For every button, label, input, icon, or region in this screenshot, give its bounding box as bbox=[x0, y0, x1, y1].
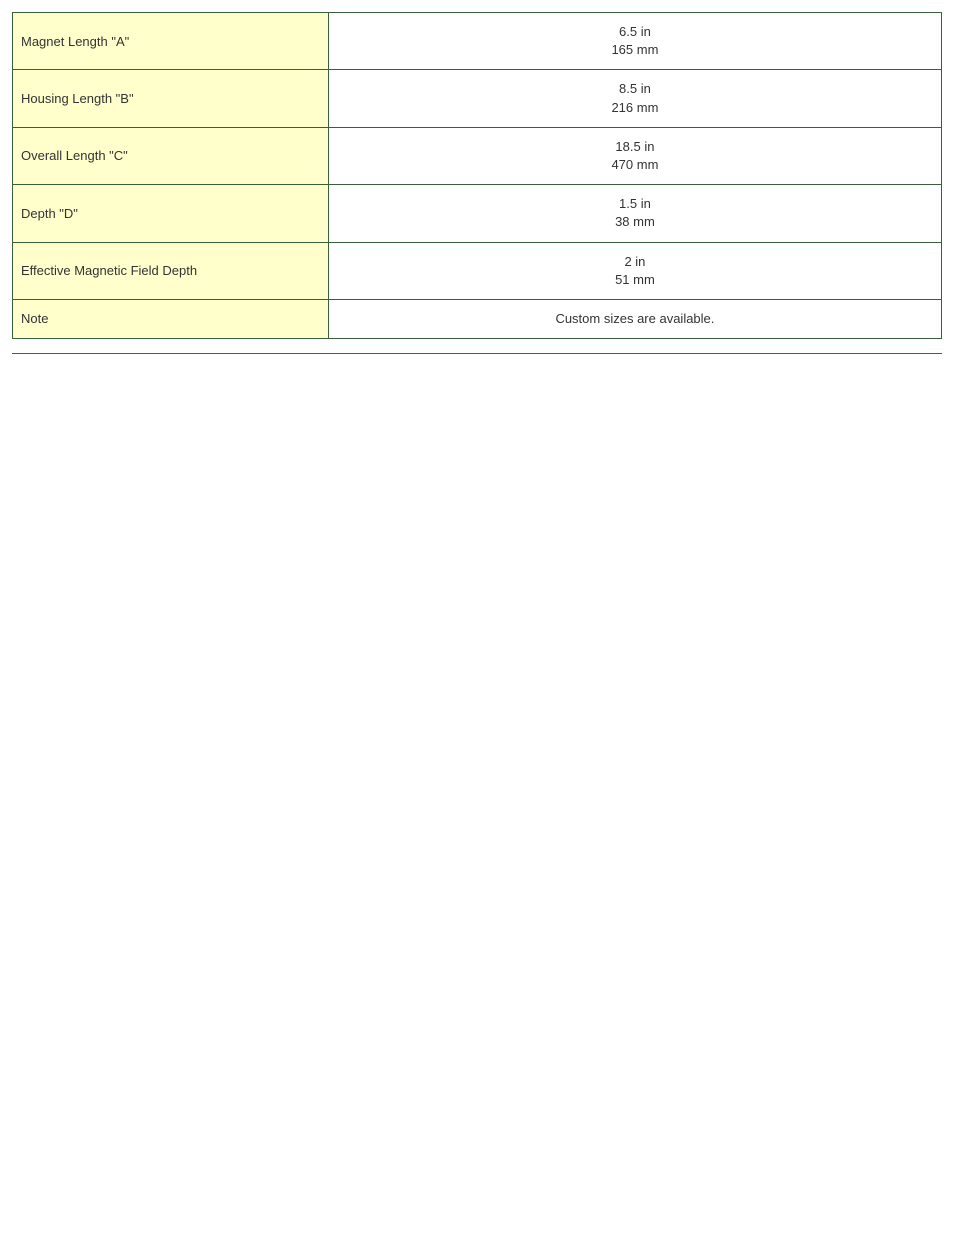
value-line-1: Custom sizes are available. bbox=[337, 310, 933, 328]
value-line-1: 6.5 in bbox=[337, 23, 933, 41]
table-row: Depth "D" 1.5 in 38 mm bbox=[13, 185, 942, 242]
specifications-table: Magnet Length "A" 6.5 in 165 mm Housing … bbox=[12, 12, 942, 339]
row-value: 6.5 in 165 mm bbox=[328, 13, 941, 70]
value-line-2: 216 mm bbox=[337, 99, 933, 117]
value-line-2: 470 mm bbox=[337, 156, 933, 174]
row-label: Effective Magnetic Field Depth bbox=[13, 242, 329, 299]
value-line-1: 18.5 in bbox=[337, 138, 933, 156]
row-label: Note bbox=[13, 299, 329, 338]
value-line-2: 165 mm bbox=[337, 41, 933, 59]
section-divider bbox=[12, 353, 942, 354]
row-value: 2 in 51 mm bbox=[328, 242, 941, 299]
table-row: Magnet Length "A" 6.5 in 165 mm bbox=[13, 13, 942, 70]
value-line-1: 2 in bbox=[337, 253, 933, 271]
value-line-1: 1.5 in bbox=[337, 195, 933, 213]
value-line-1: 8.5 in bbox=[337, 80, 933, 98]
row-value: Custom sizes are available. bbox=[328, 299, 941, 338]
row-label: Overall Length "C" bbox=[13, 127, 329, 184]
row-value: 18.5 in 470 mm bbox=[328, 127, 941, 184]
row-value: 8.5 in 216 mm bbox=[328, 70, 941, 127]
table-row: Note Custom sizes are available. bbox=[13, 299, 942, 338]
row-label: Depth "D" bbox=[13, 185, 329, 242]
row-label: Magnet Length "A" bbox=[13, 13, 329, 70]
value-line-2: 38 mm bbox=[337, 213, 933, 231]
table-row: Effective Magnetic Field Depth 2 in 51 m… bbox=[13, 242, 942, 299]
row-value: 1.5 in 38 mm bbox=[328, 185, 941, 242]
table-row: Overall Length "C" 18.5 in 470 mm bbox=[13, 127, 942, 184]
value-line-2: 51 mm bbox=[337, 271, 933, 289]
row-label: Housing Length "B" bbox=[13, 70, 329, 127]
table-row: Housing Length "B" 8.5 in 216 mm bbox=[13, 70, 942, 127]
